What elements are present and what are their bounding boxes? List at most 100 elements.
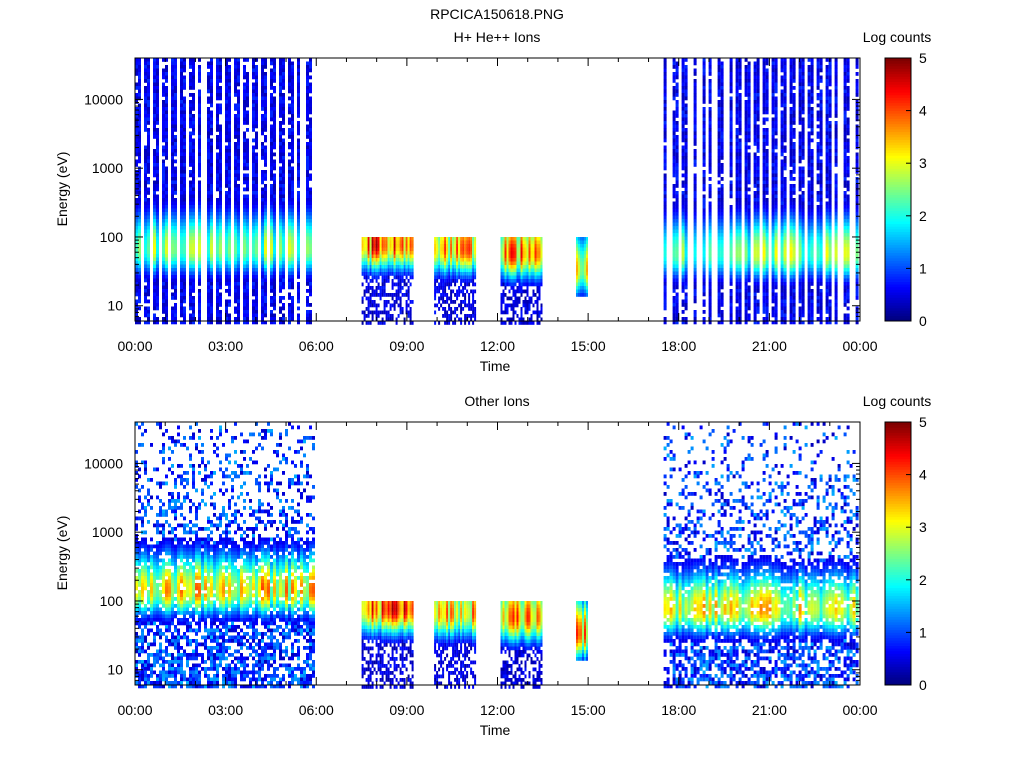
heat-cell xyxy=(440,286,443,290)
heat-cell xyxy=(189,79,192,83)
heat-cell xyxy=(584,237,586,241)
heat-cell xyxy=(367,314,370,318)
heat-cell xyxy=(306,114,309,118)
heat-cell xyxy=(183,310,186,314)
heat-cell xyxy=(729,208,733,213)
heat-cell xyxy=(681,264,685,269)
heat-cell xyxy=(174,254,177,258)
heat-cell xyxy=(243,289,246,293)
heat-cell xyxy=(216,187,219,192)
heat-cell xyxy=(210,250,213,255)
heat-cell xyxy=(375,237,378,241)
heat-cell xyxy=(371,251,374,255)
heat-cell xyxy=(156,177,159,181)
heat-cell xyxy=(512,254,515,259)
heat-cell xyxy=(198,226,201,230)
heat-cell xyxy=(153,296,156,300)
heat-cell xyxy=(387,237,390,241)
heat-cell xyxy=(282,114,285,118)
heat-cell xyxy=(219,243,222,248)
heat-cell xyxy=(399,240,402,245)
heat-cell xyxy=(444,261,447,266)
heat-cell xyxy=(735,296,739,300)
heat-cell xyxy=(735,250,739,255)
heat-cell xyxy=(246,208,249,213)
heat-cell xyxy=(582,289,584,294)
heat-cell xyxy=(237,299,240,304)
heat-cell xyxy=(297,226,300,230)
heat-cell xyxy=(516,244,519,248)
heat-cell xyxy=(369,261,372,266)
heat-cell xyxy=(468,307,471,311)
heat-cell xyxy=(681,219,685,223)
heat-cell xyxy=(147,61,150,66)
heat-cell xyxy=(282,100,285,104)
heat-cell xyxy=(180,264,183,269)
heat-cell xyxy=(282,152,285,157)
heat-cell xyxy=(516,247,519,252)
heat-cell xyxy=(183,128,186,132)
heat-cell xyxy=(243,261,246,265)
heat-cell xyxy=(189,215,192,220)
heat-cell xyxy=(693,278,697,283)
heat-cell xyxy=(516,296,519,301)
heat-cell xyxy=(520,247,523,252)
heat-cell xyxy=(255,72,258,76)
heat-cell xyxy=(183,173,186,178)
heat-cell xyxy=(225,166,228,171)
heat-cell xyxy=(538,265,541,269)
heat-cell xyxy=(180,219,183,223)
heat-cell xyxy=(171,114,174,118)
heat-cell xyxy=(708,156,712,160)
heat-cell xyxy=(252,180,255,185)
heat-cell xyxy=(162,278,165,283)
heat-cell xyxy=(207,320,210,325)
heat-cell xyxy=(693,261,697,265)
heat-cell xyxy=(279,320,282,325)
heat-cell xyxy=(684,212,688,216)
heat-cell xyxy=(672,229,676,234)
heat-cell xyxy=(261,117,264,122)
heat-cell xyxy=(434,310,437,315)
heat-cell xyxy=(297,79,300,83)
heat-cell xyxy=(510,275,513,280)
heat-cell xyxy=(246,72,249,76)
heat-cell xyxy=(261,68,264,73)
heat-cell xyxy=(474,244,477,248)
heat-cell xyxy=(243,131,246,136)
heat-cell xyxy=(506,237,509,241)
heat-cell xyxy=(383,258,386,262)
heat-cell xyxy=(135,61,138,66)
heat-cell xyxy=(144,107,147,111)
heat-cell xyxy=(506,254,509,259)
heat-cell xyxy=(252,107,255,111)
heat-cell xyxy=(540,265,543,269)
heat-cell xyxy=(228,285,231,290)
heat-cell xyxy=(446,321,449,325)
heat-cell xyxy=(219,96,222,101)
heat-cell xyxy=(192,163,195,167)
heat-cell xyxy=(288,285,291,290)
heat-cell xyxy=(198,100,201,104)
heat-cell xyxy=(397,258,400,262)
heat-cell xyxy=(237,145,240,150)
heat-cell xyxy=(255,107,258,111)
heat-cell xyxy=(516,275,519,280)
heat-cell xyxy=(228,177,231,181)
heat-cell xyxy=(399,261,402,266)
heat-cell xyxy=(735,261,739,265)
heat-cell xyxy=(234,292,237,297)
heat-cell xyxy=(399,303,402,308)
heat-cell xyxy=(252,96,255,101)
heat-cell xyxy=(270,93,273,97)
heat-cell xyxy=(401,237,404,241)
heat-cell xyxy=(183,261,186,265)
heat-cell xyxy=(502,251,505,255)
heat-cell xyxy=(216,212,219,216)
heat-cell xyxy=(369,258,372,262)
heat-cell xyxy=(237,212,240,216)
heat-cell xyxy=(264,296,267,300)
heat-cell xyxy=(684,229,688,234)
heat-cell xyxy=(219,93,222,97)
heat-cell xyxy=(288,236,291,241)
